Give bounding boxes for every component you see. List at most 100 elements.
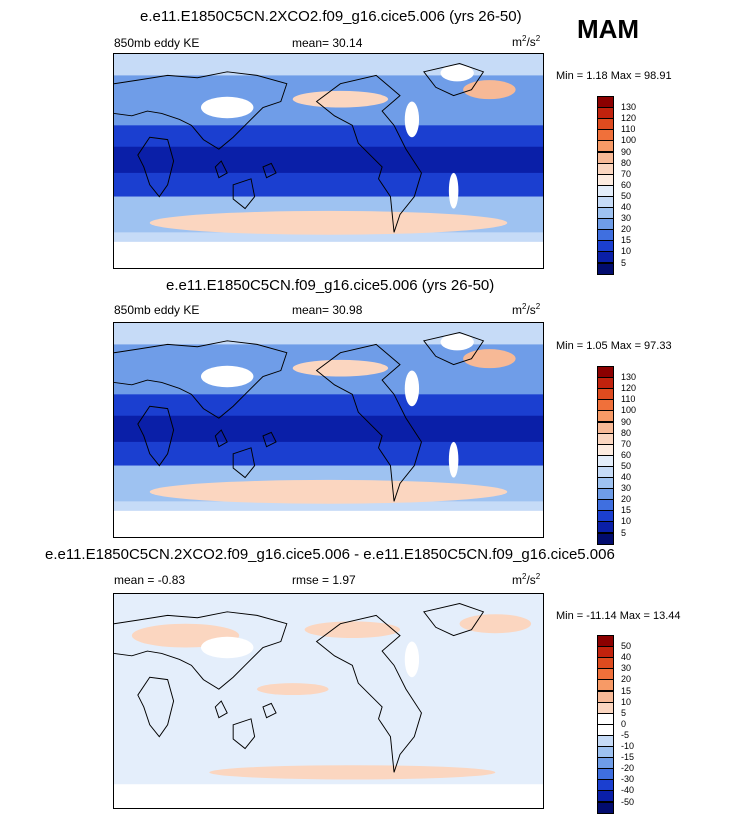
panel1-map <box>113 53 544 269</box>
colorbar-tick-label: 100 <box>621 135 637 146</box>
colorbar-tick-label: 20 <box>621 674 632 685</box>
panel1-mean: mean= 30.14 <box>292 36 363 50</box>
storm-track-sh <box>149 210 508 235</box>
coastline <box>315 74 422 233</box>
panel2-map <box>113 322 544 538</box>
colorbar-tick-label: 80 <box>621 157 632 168</box>
colorbar-tick-label: 90 <box>621 146 632 157</box>
panel1-variable-label: 850mb eddy KE <box>114 36 200 50</box>
coastline <box>423 332 485 366</box>
coastline <box>114 611 288 690</box>
coastline <box>214 429 228 448</box>
panel2-title: e.e11.E1850C5CN.f09_g16.cice5.006 (yrs 2… <box>166 277 495 294</box>
positive-anomaly <box>459 614 532 634</box>
colorbar-tick-label: -15 <box>621 752 635 763</box>
panel2-variable-label: 850mb eddy KE <box>114 303 200 317</box>
coastline <box>262 431 277 448</box>
antarctica-mask <box>114 510 543 537</box>
colorbar-swatch <box>597 801 614 814</box>
panel3-rmse: rmse = 1.97 <box>292 573 356 587</box>
coastline <box>232 718 256 750</box>
colorbar-tick-label: -5 <box>621 729 630 740</box>
storm-track-pacific <box>292 359 389 377</box>
colorbar-tick-label: 20 <box>621 224 632 235</box>
tibet-mask <box>200 365 254 388</box>
coastline <box>315 343 422 502</box>
colorbar-tick-label: 70 <box>621 438 632 449</box>
colorbar-tick-label: 5 <box>621 257 627 268</box>
storm-track-sh <box>149 479 508 504</box>
colorbar-tick-label: 110 <box>621 394 636 405</box>
colorbar-tick-label: 70 <box>621 168 632 179</box>
panel2-mean: mean= 30.98 <box>292 303 363 317</box>
equatorial-band <box>114 415 543 442</box>
coastline <box>114 340 288 419</box>
greenland-mask <box>440 333 474 351</box>
panel3-map <box>113 593 544 809</box>
colorbar-tick-label: -50 <box>621 796 635 807</box>
panel1-minmax: Min = 1.18 Max = 98.91 <box>556 70 672 82</box>
colorbar-tick-label: 100 <box>621 405 637 416</box>
colorbar-tick-label: 30 <box>621 213 632 224</box>
coastline <box>214 700 228 719</box>
panel2-minmax: Min = 1.05 Max = 97.33 <box>556 340 672 352</box>
panel3-mean: mean = -0.83 <box>114 573 186 587</box>
colorbar-swatch <box>597 532 614 545</box>
storm-track-atlantic <box>463 349 516 369</box>
colorbar-tick-label: 15 <box>621 235 632 246</box>
colorbar-tick-label: 90 <box>621 416 632 427</box>
coastline <box>315 614 422 773</box>
colorbar-tick-label: 30 <box>621 663 632 674</box>
positive-anomaly <box>209 765 496 780</box>
coastline <box>232 447 256 479</box>
colorbar-tick-label: 60 <box>621 179 632 190</box>
colorbar-tick-label: 20 <box>621 494 632 505</box>
equatorial-band <box>114 146 543 173</box>
colorbar-tick-label: 10 <box>621 696 632 707</box>
colorbar-tick-label: 15 <box>621 505 632 516</box>
coastline <box>423 63 485 97</box>
panel3-title: e.e11.E1850C5CN.2XCO2.f09_g16.cice5.006 … <box>45 546 615 563</box>
colorbar-tick-label: 15 <box>621 685 632 696</box>
storm-track-atlantic <box>463 80 516 100</box>
rockies-mask <box>404 370 420 407</box>
colorbar-tick-label: 40 <box>621 202 632 212</box>
antarctica-mask <box>114 784 543 808</box>
coastline <box>214 160 228 179</box>
colorbar-tick-label: 40 <box>621 652 632 663</box>
colorbar-tick-label: 10 <box>621 246 632 257</box>
colorbar-tick-label: 50 <box>621 641 632 652</box>
colorbar-tick-label: -30 <box>621 774 635 785</box>
colorbar-tick-label: 5 <box>621 527 627 538</box>
coastline <box>232 178 256 210</box>
andes-mask <box>448 441 459 478</box>
antarctica-mask <box>114 241 543 268</box>
colorbar-tick-label: -20 <box>621 763 635 774</box>
panel3-units: m2/s2 <box>512 572 541 587</box>
colorbar-tick-label: -10 <box>621 741 635 751</box>
coastline <box>423 603 485 637</box>
colorbar-tick-label: -40 <box>621 785 635 796</box>
positive-anomaly <box>257 683 329 696</box>
colorbar-tick-label: 50 <box>621 190 632 201</box>
panel1-units: m2/s2 <box>512 34 541 49</box>
coastline <box>262 702 277 719</box>
coastline <box>137 136 175 198</box>
storm-track-pacific <box>292 90 389 108</box>
tibet-mask <box>200 96 254 119</box>
greenland-mask <box>440 64 474 82</box>
colorbar-tick-label: 30 <box>621 483 632 494</box>
panel3-minmax: Min = -11.14 Max = 13.44 <box>556 610 681 622</box>
positive-anomaly <box>304 621 400 638</box>
coastline <box>137 405 175 467</box>
colorbar-tick-label: 80 <box>621 427 632 438</box>
colorbar-tick-label: 0 <box>621 718 627 729</box>
coastline <box>262 162 277 179</box>
panel1-title: e.e11.E1850C5CN.2XCO2.f09_g16.cice5.006 … <box>140 8 522 25</box>
rockies-mask <box>404 641 420 678</box>
coastline <box>137 676 175 738</box>
colorbar-tick-label: 50 <box>621 460 632 471</box>
colorbar-tick-label: 120 <box>621 383 637 394</box>
colorbar-tick-label: 40 <box>621 472 632 482</box>
andes-mask <box>448 172 459 209</box>
